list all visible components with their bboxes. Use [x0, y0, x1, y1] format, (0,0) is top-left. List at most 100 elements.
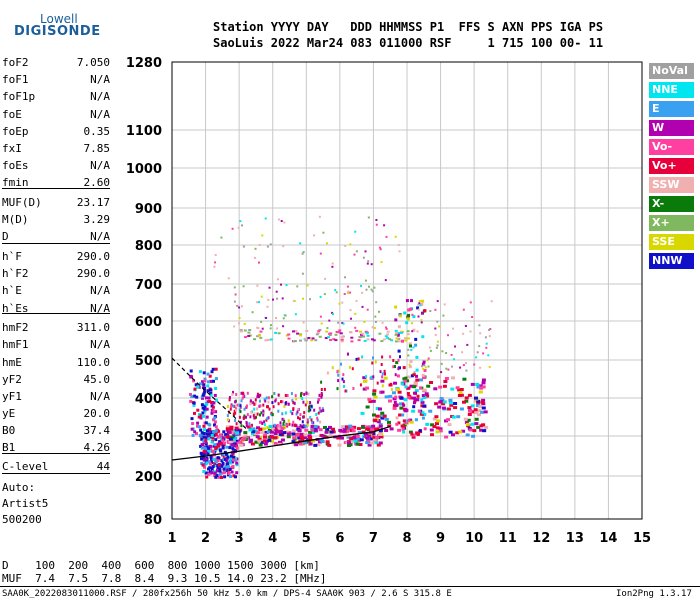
- echo-point: [323, 293, 326, 296]
- echo-point: [404, 408, 408, 412]
- trace-solid: [171, 425, 391, 461]
- echo-point: [286, 394, 289, 397]
- echo-point: [209, 393, 213, 397]
- echo-point: [462, 377, 467, 381]
- echo-point: [418, 429, 422, 432]
- echo-point: [406, 386, 411, 390]
- echo-point: [387, 424, 392, 428]
- echo-point: [302, 321, 305, 324]
- x-tick-label: 4: [268, 531, 277, 546]
- x-tick-label: 5: [302, 531, 311, 546]
- echo-point: [400, 382, 404, 386]
- echo-point: [251, 423, 253, 427]
- echo-point: [332, 338, 336, 341]
- echo-point: [229, 474, 232, 478]
- echo-point: [235, 463, 239, 467]
- echo-point: [475, 356, 478, 359]
- echo-point: [383, 369, 386, 373]
- echo-point: [325, 242, 328, 245]
- echo-point: [375, 219, 378, 221]
- param-name: hmE: [2, 356, 22, 369]
- echo-point: [202, 458, 206, 462]
- echo-point: [264, 217, 267, 220]
- echo-point: [343, 384, 345, 388]
- echo-point: [349, 243, 352, 246]
- param-value: 311.0: [76, 321, 110, 334]
- echo-point: [306, 420, 309, 424]
- echo-point: [210, 460, 213, 464]
- echo-point: [410, 374, 414, 378]
- echo-point: [259, 336, 263, 339]
- footer-file-info: SAA0K_2022083011000.RSF / 280fx256h 50 k…: [2, 589, 452, 599]
- echo-point: [461, 429, 466, 433]
- echo-point: [209, 391, 213, 395]
- echo-point: [410, 432, 414, 436]
- param-value: N/A: [90, 159, 110, 172]
- echo-point: [423, 309, 427, 313]
- echo-point: [230, 470, 234, 474]
- echo-point: [313, 408, 316, 412]
- echo-point: [313, 443, 318, 447]
- echo-point: [357, 437, 361, 441]
- echo-point: [372, 389, 377, 393]
- echo-point: [266, 245, 269, 248]
- echo-point: [262, 409, 265, 413]
- echo-point: [313, 234, 315, 237]
- echo-point: [231, 443, 236, 447]
- echo-point: [408, 396, 413, 400]
- echo-point: [271, 395, 274, 399]
- echo-point: [373, 395, 378, 399]
- echo-point: [268, 286, 271, 289]
- version-label: 500200: [2, 513, 42, 526]
- echo-point: [250, 442, 255, 446]
- echo-point: [213, 474, 217, 478]
- echo-point: [355, 442, 360, 446]
- echo-point: [416, 306, 420, 310]
- echo-point: [216, 466, 220, 470]
- echo-point: [202, 387, 206, 390]
- param-value: 2.60: [83, 176, 111, 189]
- echo-point: [299, 242, 302, 245]
- echo-point: [370, 441, 375, 445]
- echo-point: [297, 429, 302, 433]
- echo-point: [404, 385, 408, 389]
- echo-point: [405, 379, 410, 383]
- echo-point: [279, 429, 283, 433]
- echo-point: [210, 440, 214, 444]
- echo-point: [233, 431, 237, 435]
- echo-point: [213, 416, 217, 420]
- echo-point: [436, 344, 439, 347]
- echo-point: [438, 427, 443, 431]
- param-row: yF1 N/A: [2, 390, 110, 408]
- echo-point: [384, 279, 387, 282]
- echo-point: [374, 436, 379, 440]
- echo-point: [229, 427, 234, 431]
- echo-point: [487, 354, 490, 357]
- echo-point: [444, 435, 449, 439]
- echo-point: [349, 429, 354, 433]
- echo-point: [343, 293, 346, 295]
- echo-point: [386, 333, 389, 336]
- echo-point: [388, 399, 392, 403]
- echo-point: [484, 425, 489, 429]
- echo-point: [200, 395, 204, 399]
- echo-point: [298, 442, 303, 446]
- echo-point: [260, 320, 263, 323]
- echo-point: [328, 334, 332, 336]
- echo-point: [205, 461, 209, 465]
- echo-point: [213, 449, 217, 453]
- y-tick-label: 1000: [126, 162, 162, 177]
- echo-point: [334, 333, 338, 336]
- echo-point: [465, 422, 470, 426]
- echo-point: [224, 452, 228, 456]
- echo-point: [271, 401, 274, 405]
- echo-point: [200, 462, 204, 465]
- echo-point: [297, 436, 302, 440]
- echo-point: [207, 460, 211, 464]
- param-name: D: [2, 230, 9, 243]
- echo-point: [440, 371, 443, 374]
- echo-point: [435, 430, 440, 434]
- echo-point: [361, 305, 364, 308]
- echo-point: [239, 329, 243, 332]
- echo-point: [214, 254, 217, 256]
